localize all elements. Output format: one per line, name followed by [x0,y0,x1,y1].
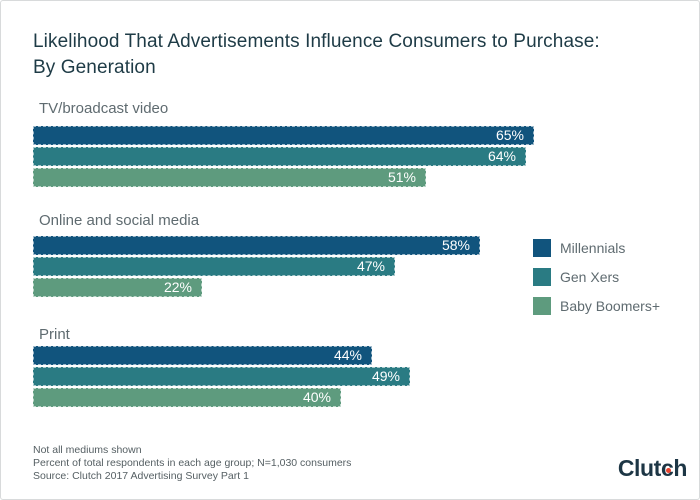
bar: 44% [33,346,372,365]
group-label: Online and social media [39,212,200,229]
footnote-line-2: Percent of total respondents in each age… [33,456,352,469]
legend-row: Millennials [533,239,660,257]
bar-value-label: 22% [163,279,192,295]
footnotes: Not all mediums shown Percent of total r… [33,444,351,482]
bar-value-label: 65% [495,127,524,143]
legend-swatch [533,239,551,257]
legend-label: Baby Boomers+ [560,298,660,314]
bar: 51% [33,168,426,187]
bar-value-label: 40% [302,389,331,405]
bar: 47% [33,257,395,276]
group-label: TV/broadcast video [39,100,169,117]
legend: Millennials Gen Xers Baby Boomers+ [533,239,660,326]
bar-value-label: 47% [356,258,385,274]
chart-title-line-2: By Generation [33,57,156,78]
chart-title-line-1: Likelihood That Advertisements Influence… [33,31,600,52]
bar: 58% [33,236,480,255]
bar: 49% [33,367,410,386]
bar-value-label: 49% [371,368,400,384]
group-label: Print [39,326,70,343]
legend-swatch [533,297,551,315]
logo-red-dot-icon [665,467,671,473]
legend-label: Millennials [560,240,626,256]
logo-text-pre: Clut [617,455,662,481]
bar-value-label: 51% [387,169,416,185]
logo-dotted-letter: c [661,454,674,482]
legend-swatch [533,268,551,286]
bar: 22% [33,278,202,297]
logo-text-post: h [673,455,687,481]
legend-row: Baby Boomers+ [533,297,660,315]
clutch-logo: Clutch [617,454,688,482]
bar: 40% [33,388,341,407]
legend-label: Gen Xers [560,269,620,285]
footnote-line-3: Source: Clutch 2017 Advertising Survey P… [33,469,249,482]
footnote-line-1: Not all mediums shown [33,444,142,456]
legend-row: Gen Xers [533,268,660,286]
chart-title: Likelihood That Advertisements Influence… [33,29,678,81]
bar: 64% [33,147,526,166]
bar-value-label: 64% [487,148,516,164]
bar-value-label: 44% [333,347,362,363]
bar: 65% [33,126,534,145]
bar-value-label: 58% [441,237,470,253]
